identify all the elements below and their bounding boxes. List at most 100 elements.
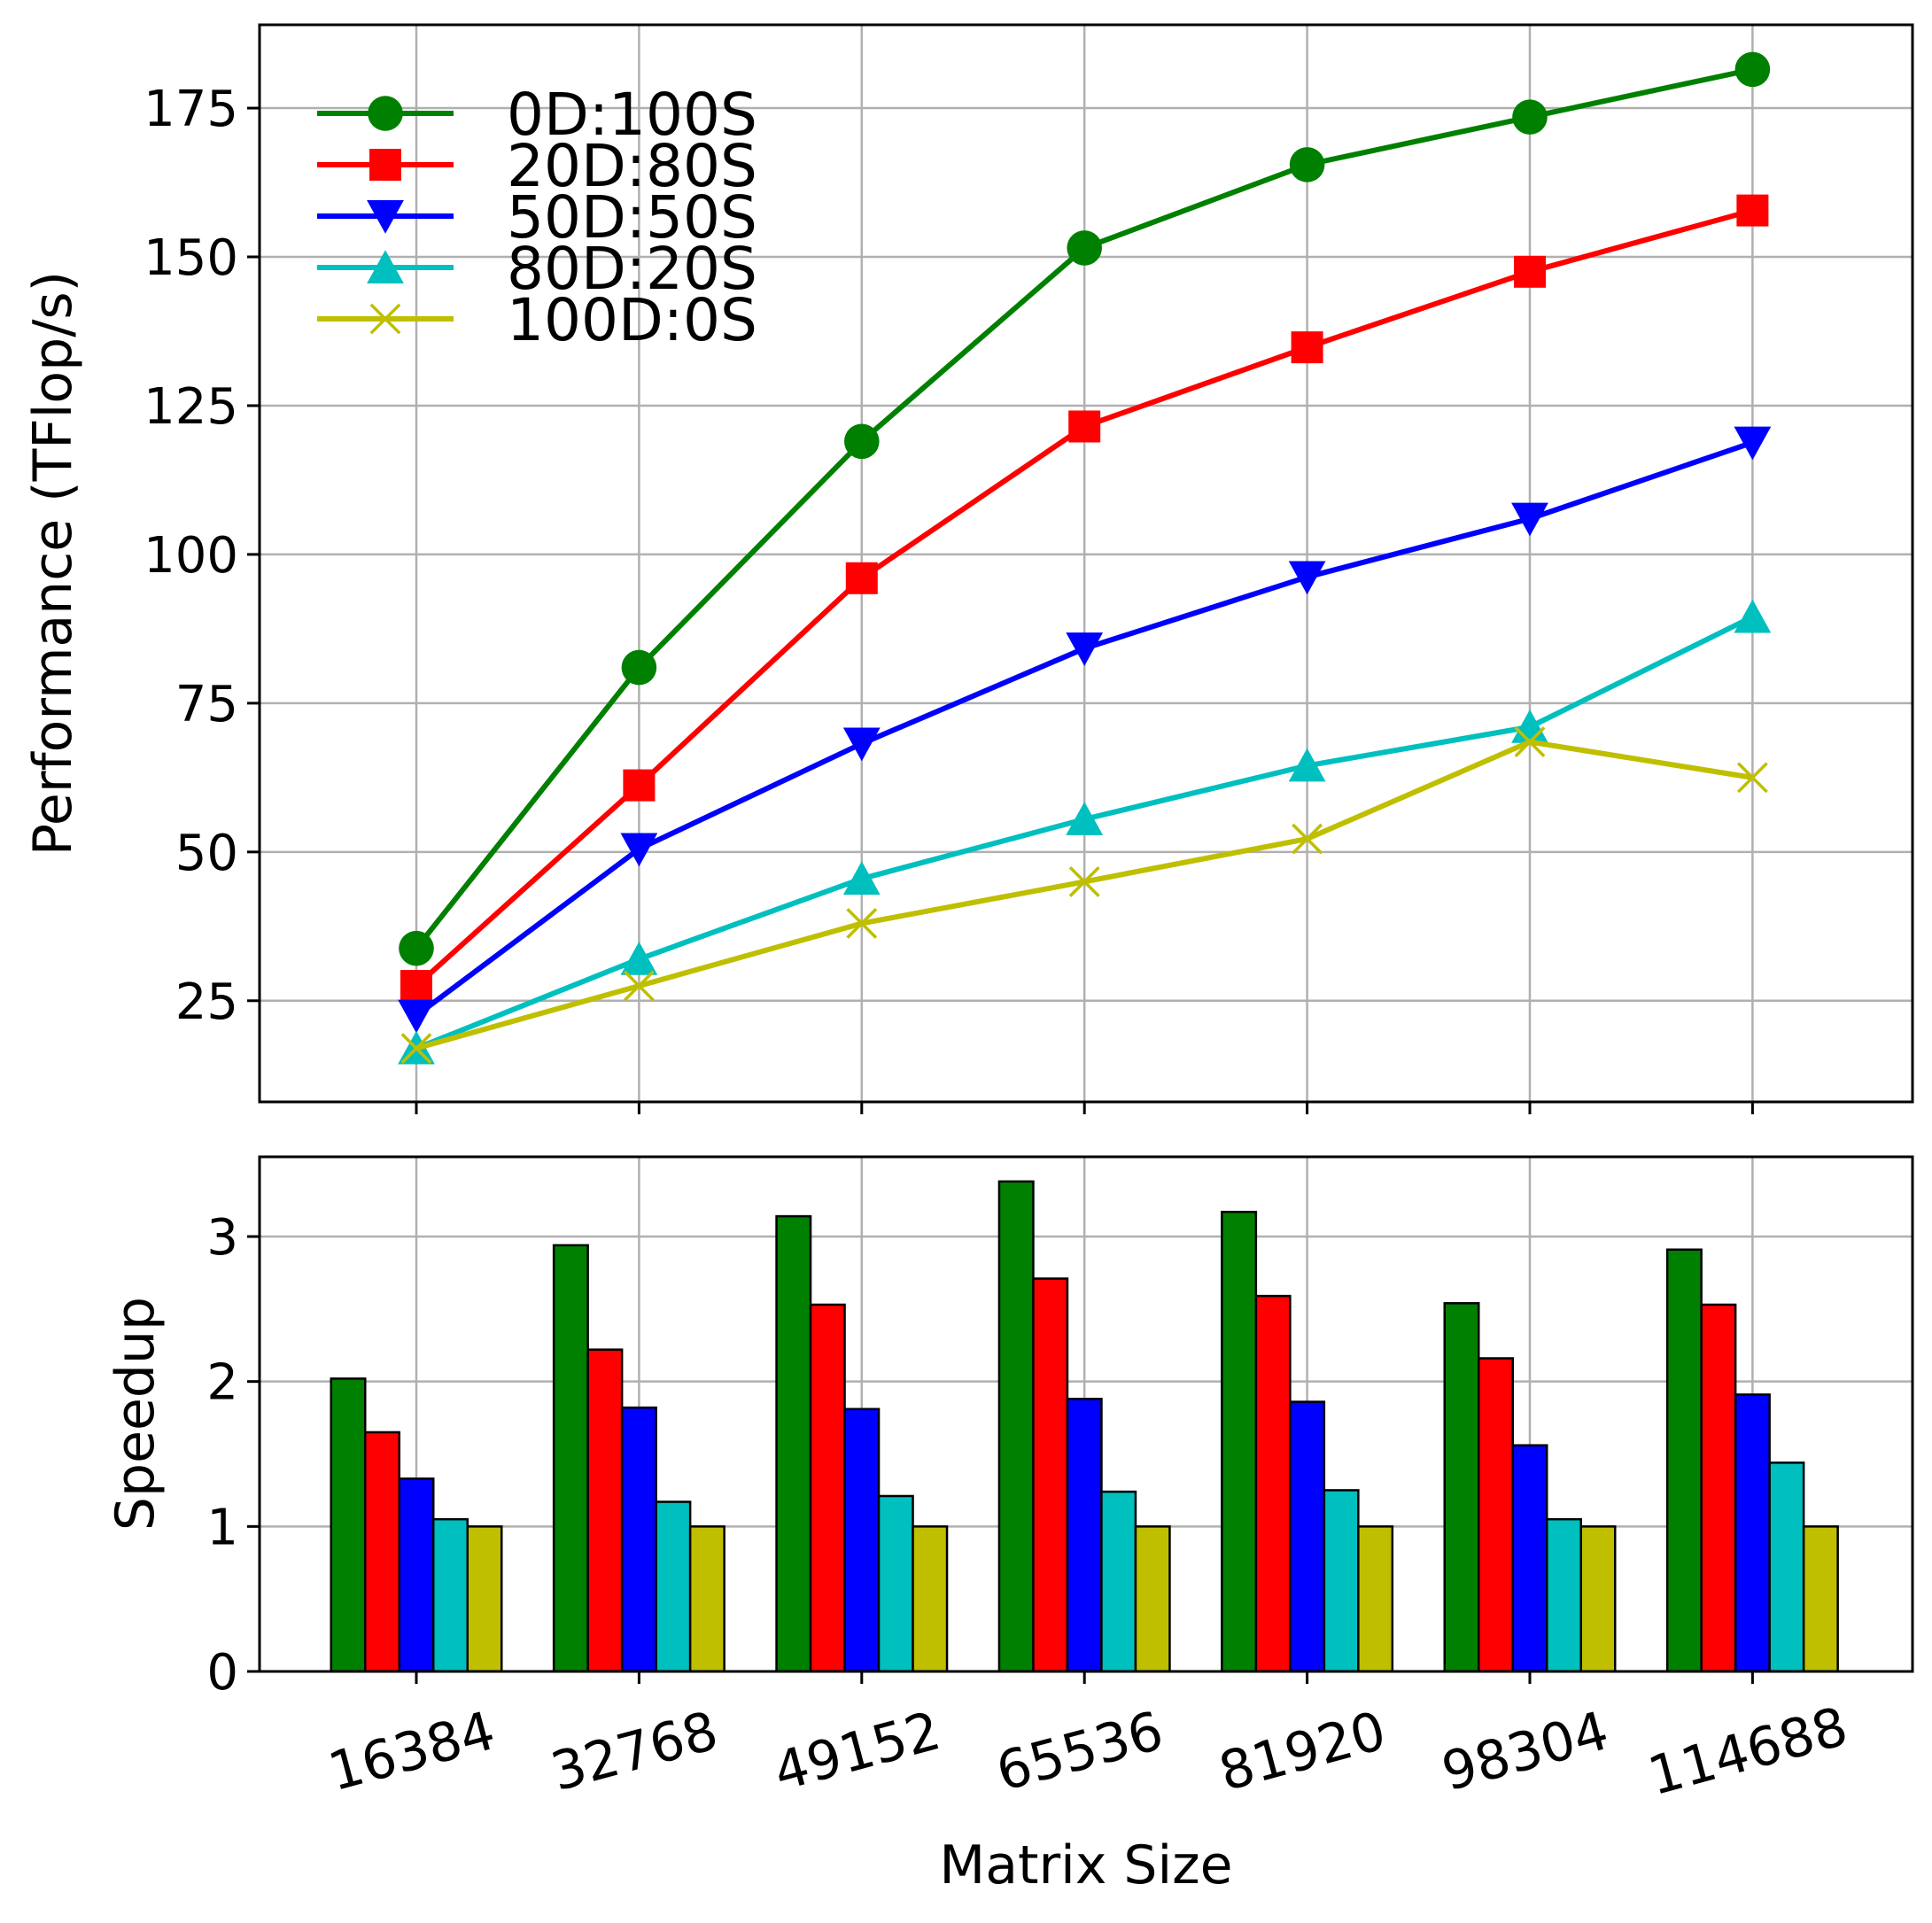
bar bbox=[1478, 1357, 1514, 1673]
bar bbox=[1700, 1303, 1737, 1673]
data-point bbox=[1068, 865, 1100, 897]
data-point bbox=[1068, 410, 1101, 443]
bar bbox=[1579, 1525, 1617, 1673]
data-point bbox=[1292, 823, 1323, 855]
bar bbox=[1802, 1525, 1839, 1673]
bar bbox=[466, 1525, 503, 1673]
bar bbox=[1357, 1525, 1394, 1673]
bar bbox=[775, 1214, 812, 1673]
data-point bbox=[1736, 762, 1768, 794]
data-point bbox=[1067, 230, 1102, 266]
data-point bbox=[623, 970, 655, 1002]
bar bbox=[1443, 1302, 1480, 1673]
data-point bbox=[400, 1033, 432, 1064]
data-point bbox=[398, 999, 435, 1034]
bottom-x-axis-title: Matrix Size bbox=[939, 1834, 1232, 1896]
data-point bbox=[844, 423, 880, 460]
bar bbox=[1511, 1444, 1548, 1673]
data-point bbox=[1734, 426, 1772, 461]
data-point bbox=[1066, 802, 1104, 835]
data-point bbox=[1514, 255, 1546, 288]
bar bbox=[586, 1348, 624, 1673]
data-point bbox=[845, 562, 878, 594]
bar bbox=[877, 1494, 914, 1673]
bar bbox=[1254, 1294, 1292, 1673]
bottom-plot-frame bbox=[258, 1155, 1914, 1673]
legend-label: 100D:0S bbox=[507, 286, 757, 354]
data-point bbox=[1734, 51, 1771, 88]
top-y-tick-label: 50 bbox=[175, 825, 238, 882]
bottom-y-tick-label: 0 bbox=[206, 1644, 238, 1702]
bottom-y-tick-label: 1 bbox=[206, 1499, 238, 1556]
legend-marker bbox=[369, 303, 401, 335]
series-20D:80S bbox=[400, 194, 1769, 1002]
series-0D:100S bbox=[399, 51, 1771, 966]
data-point bbox=[620, 941, 658, 975]
bar-series-80D:20S bbox=[432, 1462, 1805, 1673]
top-series-group bbox=[398, 51, 1772, 1065]
legend-label: 20D:80S bbox=[507, 132, 757, 200]
data-point bbox=[846, 908, 878, 939]
data-point bbox=[623, 769, 656, 802]
bar bbox=[330, 1377, 367, 1673]
top-y-axis-title: Performance (TFlop/s) bbox=[22, 271, 84, 856]
bar bbox=[620, 1406, 657, 1673]
bar bbox=[655, 1500, 692, 1673]
series-100D:0S bbox=[400, 726, 1768, 1064]
legend-entry: 50D:50S bbox=[317, 183, 757, 252]
legend-marker bbox=[368, 96, 403, 131]
bar bbox=[912, 1525, 949, 1673]
top-y-tick-label: 25 bbox=[175, 973, 238, 1031]
bar bbox=[432, 1517, 469, 1673]
bar bbox=[997, 1180, 1035, 1673]
data-point bbox=[1512, 99, 1548, 135]
bar bbox=[1734, 1393, 1771, 1673]
bar-series-0D:100S bbox=[330, 1180, 1703, 1673]
top-x-ticks bbox=[415, 1102, 1754, 1114]
top-y-tick-label: 175 bbox=[144, 81, 238, 138]
top-y-tick-label: 125 bbox=[144, 378, 238, 436]
top-y-tick-label: 150 bbox=[144, 229, 238, 287]
bottom-y-tick-label: 3 bbox=[206, 1209, 238, 1267]
legend-label: 80D:20S bbox=[507, 235, 757, 303]
bar bbox=[1066, 1398, 1103, 1673]
data-point bbox=[400, 969, 432, 1002]
bar-series-20D:80S bbox=[364, 1277, 1737, 1673]
legend-entry: 0D:100S bbox=[317, 81, 757, 149]
data-point bbox=[1511, 502, 1548, 537]
bar bbox=[1323, 1489, 1360, 1673]
legend-label: 50D:50S bbox=[507, 183, 757, 252]
bar bbox=[398, 1477, 435, 1673]
data-point bbox=[842, 861, 881, 896]
top-y-tick-label: 100 bbox=[144, 527, 238, 585]
legend-entry: 100D:0S bbox=[317, 286, 757, 354]
data-point bbox=[1734, 599, 1772, 633]
data-point bbox=[1291, 331, 1323, 364]
bar bbox=[1134, 1525, 1171, 1673]
bottom-y-axis-title: Speedup bbox=[105, 1297, 167, 1531]
bar bbox=[1100, 1490, 1137, 1673]
data-point bbox=[1514, 726, 1546, 757]
bar bbox=[809, 1303, 846, 1673]
series-50D:50S bbox=[398, 426, 1772, 1034]
data-point bbox=[1288, 748, 1326, 782]
bar bbox=[1289, 1400, 1326, 1673]
bar bbox=[1768, 1462, 1805, 1673]
data-point bbox=[399, 930, 434, 966]
data-point bbox=[620, 833, 658, 867]
series-80D:20S bbox=[398, 599, 1772, 1065]
bar bbox=[1221, 1210, 1258, 1673]
legend-label: 0D:100S bbox=[507, 81, 757, 149]
bar-series-100D:0S bbox=[466, 1525, 1839, 1673]
data-point bbox=[1289, 147, 1325, 182]
bar bbox=[552, 1244, 589, 1673]
legend-marker bbox=[369, 149, 401, 181]
bar bbox=[688, 1525, 725, 1673]
bottom-y-axis: 0 1 2 3 bbox=[206, 1209, 260, 1702]
bottom-bars-group bbox=[330, 1180, 1839, 1673]
bar bbox=[1665, 1248, 1703, 1673]
